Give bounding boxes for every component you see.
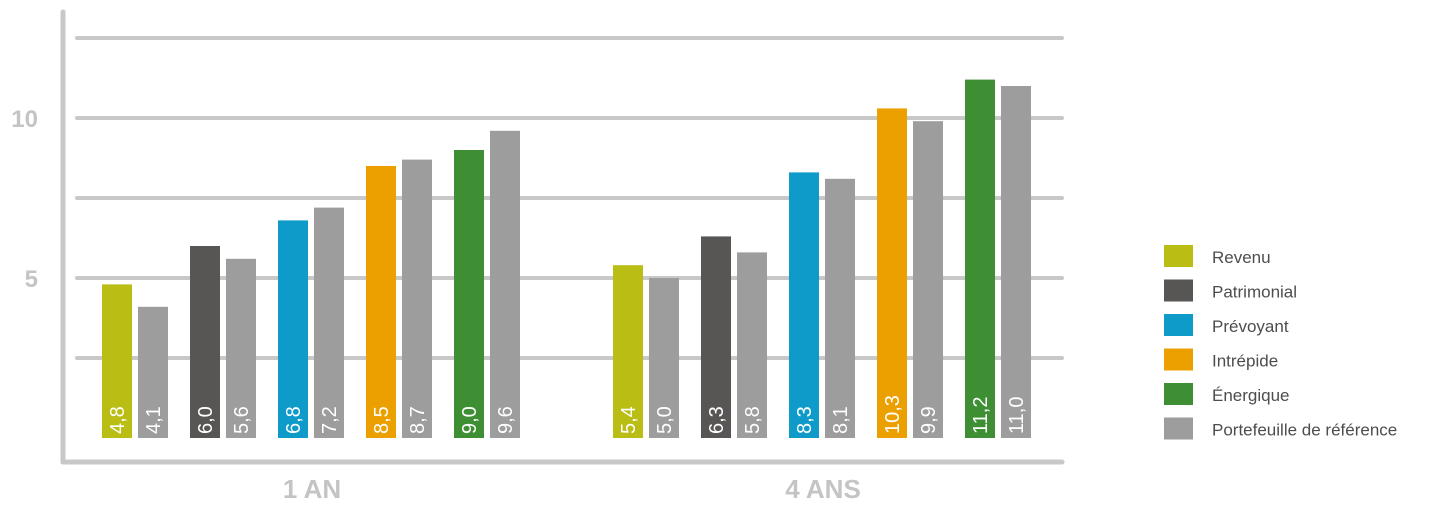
- bar-value-label-0-4: 6,8: [283, 406, 305, 434]
- bar-value-label-0-2: 6,0: [195, 406, 217, 434]
- bar-1-3: [737, 252, 767, 438]
- bar-value-label-0-9: 9,6: [495, 406, 517, 434]
- legend-label-3: Intrépide: [1212, 352, 1278, 371]
- legend-swatch-1: [1164, 279, 1193, 302]
- legend-swatch-4: [1164, 383, 1193, 405]
- bar-value-label-1-8: 11,2: [970, 397, 992, 434]
- bar-1-7: [913, 121, 943, 438]
- y-tick-label-10: 10: [11, 106, 38, 133]
- bar-value-label-1-5: 8,1: [830, 406, 852, 434]
- legend-label-5: Portefeuille de référence: [1212, 421, 1397, 440]
- bar-value-label-1-4: 8,3: [794, 406, 816, 434]
- legend-label-4: Énergique: [1212, 386, 1290, 405]
- bar-0-8: [454, 150, 484, 438]
- bar-0-9: [490, 130, 520, 439]
- legend-label-2: Prévoyant: [1212, 317, 1289, 336]
- bar-1-1: [649, 278, 679, 438]
- bar-1-0: [613, 265, 643, 438]
- category-label-1: 4 ANS: [785, 474, 861, 504]
- legend-swatch-0: [1164, 245, 1193, 267]
- bar-1-8: [965, 79, 995, 438]
- bar-0-2: [190, 246, 220, 438]
- bar-1-5: [825, 178, 855, 439]
- y-tick-label-5: 5: [25, 266, 38, 293]
- bar-0-5: [314, 207, 344, 438]
- legend-swatch-5: [1164, 417, 1193, 440]
- bar-0-1: [138, 306, 168, 438]
- bar-1-6: [877, 108, 907, 439]
- bar-value-label-0-7: 8,7: [407, 406, 429, 434]
- axes: [60, 9, 1065, 465]
- legend-swatch-2: [1164, 314, 1193, 336]
- bar-1-9: [1001, 86, 1031, 438]
- legend-swatch-3: [1164, 348, 1193, 371]
- bar-0-4: [278, 220, 308, 438]
- bar-1-2: [701, 236, 731, 438]
- legend-label-1: Patrimonial: [1212, 283, 1297, 302]
- bar-value-label-0-8: 9,0: [459, 406, 481, 434]
- bar-value-label-0-6: 8,5: [371, 406, 393, 434]
- bar-value-label-0-3: 5,6: [231, 406, 253, 434]
- bar-value-label-1-0: 5,4: [618, 406, 640, 434]
- bar-value-label-1-9: 11,0: [1006, 397, 1028, 434]
- bar-value-label-1-2: 6,3: [706, 406, 728, 434]
- bar-value-label-0-0: 4,8: [107, 406, 129, 434]
- bar-value-label-1-6: 10,3: [882, 395, 904, 434]
- legend-label-0: Revenu: [1212, 248, 1271, 267]
- bar-1-4: [789, 172, 819, 438]
- category-label-0: 1 AN: [283, 474, 341, 504]
- bar-0-0: [102, 284, 132, 438]
- bar-value-label-1-1: 5,0: [654, 406, 676, 434]
- labels: 5 10 4,8 4,1 6,0 5,6 6,8 7,2 8,5 8,7 9,0 9,6 1 AN 5,4…: [11, 106, 1028, 504]
- bar-value-label-1-3: 5,8: [742, 406, 764, 434]
- legend: Revenu Patrimonial Prévoyant Intrépide Énerg…: [1164, 245, 1397, 440]
- bar-value-label-0-5: 7,2: [319, 406, 341, 434]
- bar-value-label-1-7: 9,9: [918, 406, 940, 434]
- bar-0-6: [366, 166, 396, 438]
- bar-0-7: [402, 159, 432, 438]
- bar-value-label-0-1: 4,1: [143, 406, 165, 434]
- bars: [102, 79, 1031, 439]
- bar-0-3: [226, 258, 256, 438]
